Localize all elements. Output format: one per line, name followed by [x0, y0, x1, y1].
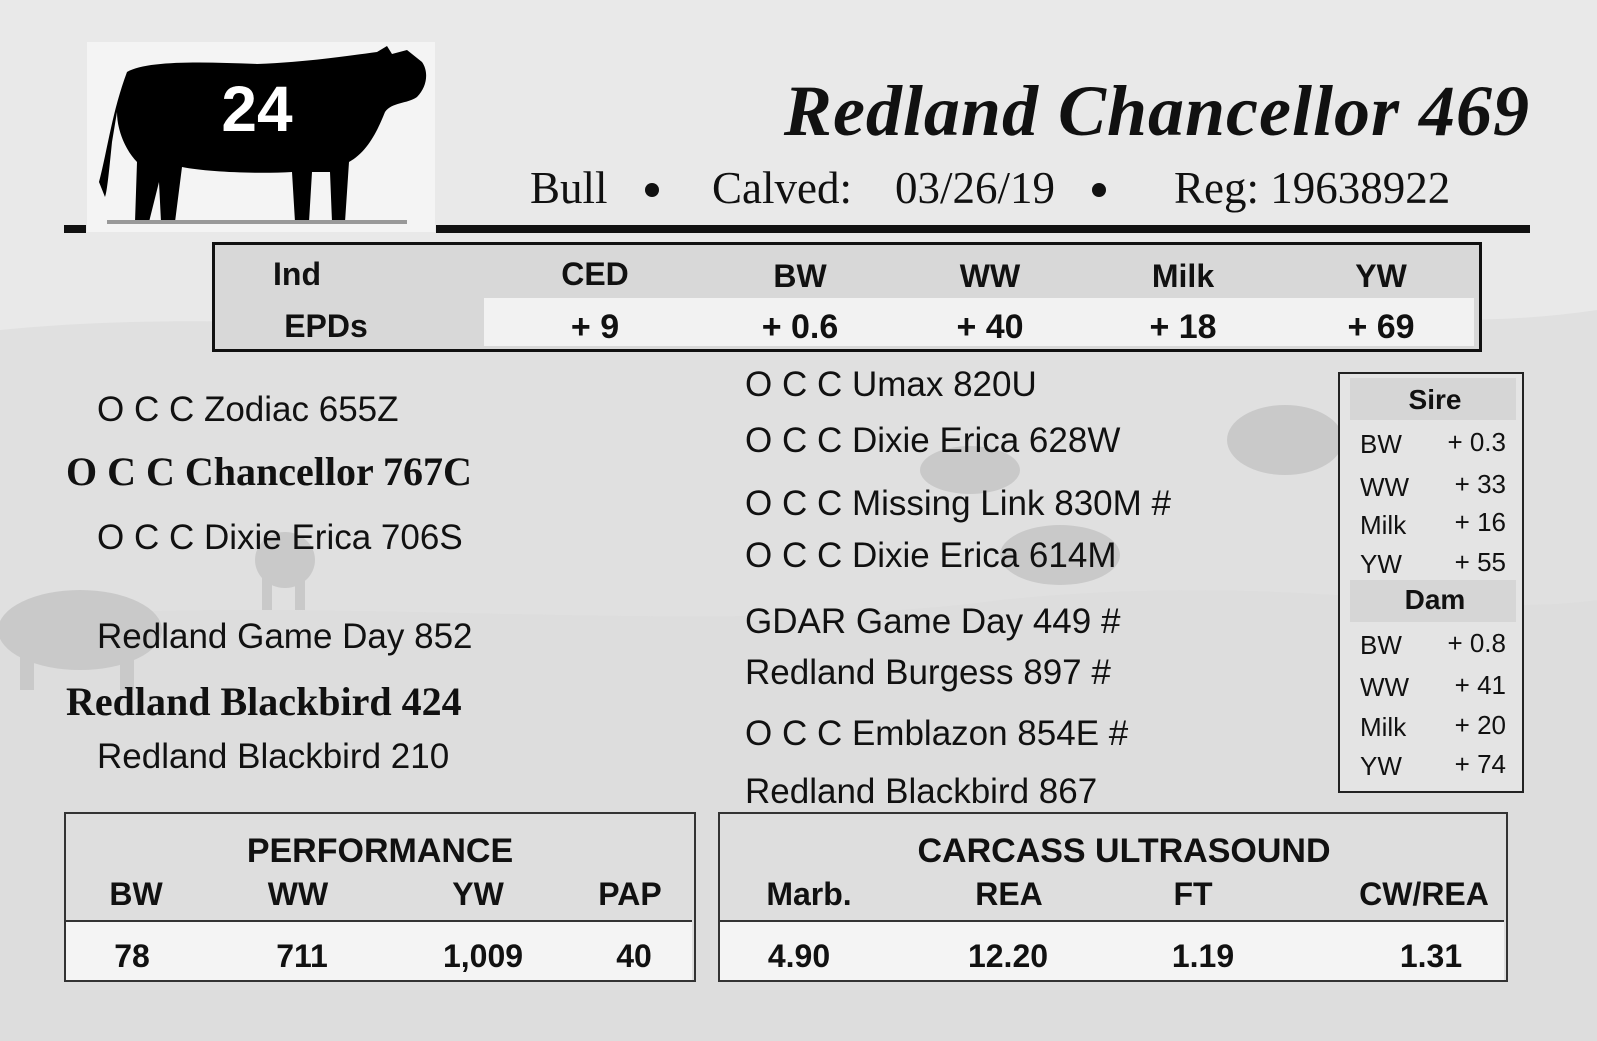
separator-dot	[645, 183, 659, 197]
epd-header-ced: CED	[561, 256, 629, 292]
sire-epd-label: YW	[1360, 549, 1402, 579]
epd-header-bw: BW	[773, 258, 827, 294]
carcass-value: 4.90	[767, 938, 831, 974]
performance-header: PAP	[598, 876, 662, 912]
pedigree-sire-dam: O C C Dixie Erica 706S	[97, 518, 463, 557]
carcass-header: REA	[975, 876, 1043, 912]
sire-epd-label: BW	[1360, 429, 1402, 459]
carcass-header: FT	[1173, 876, 1213, 912]
calved-label: Calved:	[712, 163, 852, 213]
carcass-value: 1.31	[1399, 938, 1463, 974]
epd-value-ced: + 9	[570, 308, 620, 346]
pedigree-sire: O C C Chancellor 767C	[66, 449, 472, 494]
carcass-value: 1.19	[1171, 938, 1235, 974]
performance-value: 1,009	[442, 938, 524, 974]
dam-epd-label: Milk	[1360, 712, 1407, 742]
epd-value-milk: + 18	[1149, 308, 1217, 346]
pedigree-ancestor: O C C Emblazon 854E #	[745, 714, 1129, 753]
performance-header: WW	[267, 876, 329, 912]
performance-value: 40	[616, 938, 652, 974]
epd-values-band	[484, 298, 1474, 346]
pedigree-sire-sire: O C C Zodiac 655Z	[97, 390, 399, 429]
dam-epd-value: + 74	[1454, 749, 1506, 779]
dam-header-band	[1350, 580, 1516, 622]
pedigree-ancestor: O C C Umax 820U	[745, 365, 1037, 404]
sire-heading: Sire	[1408, 384, 1462, 415]
pedigree-ancestor: Redland Blackbird 867	[745, 772, 1098, 811]
pedigree-ancestor: O C C Missing Link 830M #	[745, 484, 1171, 523]
separator-dot	[1092, 183, 1106, 197]
bull-silhouette-icon	[99, 46, 427, 224]
epd-header-ww: WW	[959, 258, 1021, 294]
pedigree-dam-sire: Redland Game Day 852	[97, 617, 473, 656]
sex-label: Bull	[530, 163, 608, 213]
epd-row-label: EPDs	[284, 308, 368, 344]
logo-panel	[87, 42, 435, 232]
epd-header-milk: Milk	[1151, 258, 1215, 294]
carcass-header: Marb.	[766, 876, 852, 912]
epd-value-yw: + 69	[1347, 308, 1415, 346]
performance-header: BW	[109, 876, 163, 912]
lot-number: 24	[221, 73, 293, 145]
dam-epd-label: BW	[1360, 630, 1402, 660]
sire-epd-value: + 0.3	[1447, 427, 1506, 457]
performance-value: 711	[276, 938, 328, 974]
epd-header-yw: YW	[1355, 258, 1407, 294]
performance-title: PERFORMANCE	[246, 832, 514, 870]
pedigree-ancestor: GDAR Game Day 449 #	[745, 602, 1121, 641]
carcass-values-band	[720, 920, 1504, 980]
calved-date: 03/26/19	[895, 163, 1056, 213]
carcass-title: CARCASS ULTRASOUND	[917, 832, 1331, 870]
performance-header: YW	[452, 876, 504, 912]
animal-name: Redland Chancellor 469	[783, 71, 1530, 151]
dam-epd-label: YW	[1360, 751, 1402, 781]
sire-epd-value: + 55	[1454, 547, 1506, 577]
epd-row-label: Ind	[273, 256, 321, 292]
epd-value-ww: + 40	[956, 308, 1024, 346]
pedigree-ancestor: O C C Dixie Erica 614M	[745, 536, 1117, 575]
sire-epd-label: Milk	[1360, 510, 1407, 540]
dam-epd-label: WW	[1360, 672, 1410, 702]
epd-value-bw: + 0.6	[761, 308, 839, 346]
pedigree-dam: Redland Blackbird 424	[66, 679, 462, 724]
pedigree-dam-dam: Redland Blackbird 210	[97, 737, 450, 776]
dam-epd-value: + 20	[1454, 710, 1506, 740]
divider	[64, 225, 86, 233]
performance-values-band	[66, 920, 692, 980]
carcass-header: CW/REA	[1359, 876, 1489, 912]
carcass-value: 12.20	[967, 938, 1049, 974]
dam-epd-value: + 0.8	[1447, 628, 1506, 658]
pedigree-ancestor: Redland Burgess 897 #	[745, 653, 1111, 692]
sire-epd-value: + 33	[1454, 469, 1506, 499]
sire-header-band	[1350, 378, 1516, 420]
divider	[436, 225, 1530, 233]
dam-heading: Dam	[1404, 584, 1466, 615]
pedigree-ancestor: O C C Dixie Erica 628W	[745, 421, 1121, 460]
performance-value: 78	[114, 938, 150, 974]
sire-epd-label: WW	[1360, 472, 1410, 502]
sire-epd-value: + 16	[1454, 507, 1506, 537]
registration-number: Reg: 19638922	[1174, 163, 1451, 213]
dam-epd-value: + 41	[1454, 670, 1506, 700]
